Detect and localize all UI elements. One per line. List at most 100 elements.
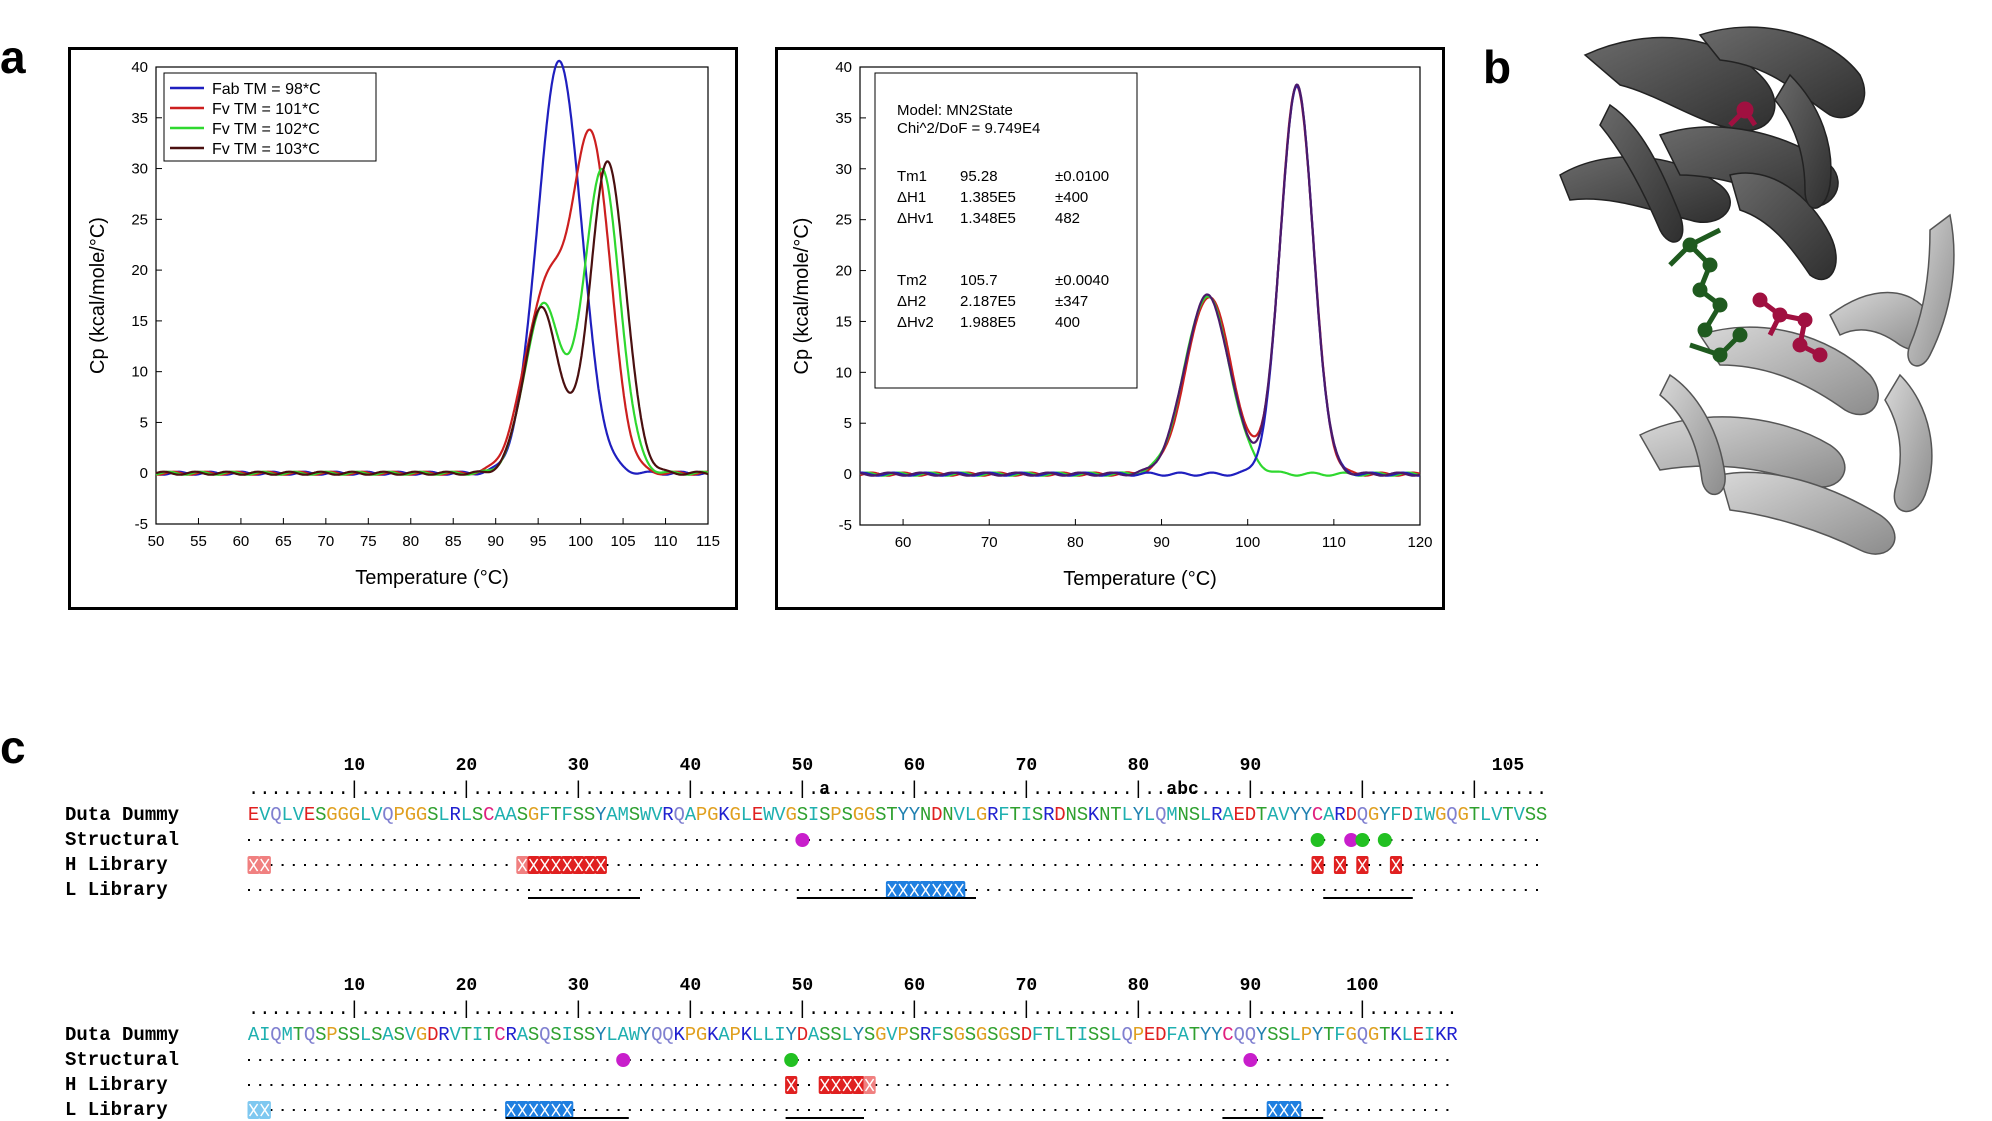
residue: C bbox=[1222, 1024, 1233, 1046]
residue: Y bbox=[909, 804, 921, 826]
residue: Y bbox=[595, 1024, 607, 1046]
y-tick-label: 15 bbox=[835, 313, 852, 330]
residue: R bbox=[920, 1024, 931, 1046]
x-tick-label: 90 bbox=[1153, 534, 1170, 551]
position-number: 90 bbox=[1240, 756, 1262, 776]
structural-mark bbox=[1355, 833, 1370, 847]
track-label: Duta Dummy bbox=[65, 1024, 180, 1046]
library-mark-x bbox=[920, 883, 931, 897]
y-tick-label: 35 bbox=[835, 110, 852, 127]
x-tick-label: 50 bbox=[148, 533, 165, 550]
x-tick-label: 60 bbox=[233, 533, 250, 550]
residue: Y bbox=[1200, 1024, 1212, 1046]
residue: A bbox=[1222, 804, 1234, 826]
residue: V bbox=[1278, 804, 1290, 826]
residue: L bbox=[763, 1024, 774, 1046]
residue: L bbox=[1401, 1024, 1412, 1046]
residue: G bbox=[953, 1024, 964, 1046]
position-number: 80 bbox=[1128, 756, 1150, 776]
residue: Q bbox=[1245, 1024, 1256, 1046]
residue: T bbox=[550, 804, 561, 826]
residue: P bbox=[897, 1024, 908, 1046]
fit-param-error: ±0.0100 bbox=[1055, 168, 1109, 185]
y-tick-label: 15 bbox=[131, 313, 148, 330]
residue: G bbox=[998, 1024, 1009, 1046]
y-tick-label: 5 bbox=[844, 415, 852, 432]
fit-param-error: ±347 bbox=[1055, 293, 1088, 310]
legend-entry: Fv TM = 102*C bbox=[212, 121, 320, 138]
protein-structure-image bbox=[1559, 26, 1955, 555]
residue: S bbox=[942, 1024, 953, 1046]
x-tick-label: 75 bbox=[360, 533, 377, 550]
position-number: 105 bbox=[1492, 756, 1524, 776]
x-tick-label: 70 bbox=[981, 534, 998, 551]
y-tick-label: 40 bbox=[835, 59, 852, 76]
residue: S bbox=[517, 804, 528, 826]
x-tick-label: 60 bbox=[895, 534, 912, 551]
residue: D bbox=[1345, 804, 1356, 826]
residue: L bbox=[461, 804, 472, 826]
track-label: L Library bbox=[65, 1099, 168, 1121]
residue: Y bbox=[1301, 804, 1313, 826]
x-tick-label: 100 bbox=[568, 533, 593, 550]
y-tick-label: 25 bbox=[835, 212, 852, 229]
residue: P bbox=[696, 804, 707, 826]
residue: R bbox=[987, 804, 998, 826]
fit-param-label: ΔH2 bbox=[897, 293, 926, 310]
residue: F bbox=[1166, 1024, 1177, 1046]
library-mark-x bbox=[528, 858, 539, 872]
x-tick-label: 105 bbox=[611, 533, 636, 550]
residue: G bbox=[864, 804, 875, 826]
residue: L bbox=[360, 1024, 371, 1046]
residue: R bbox=[1211, 804, 1222, 826]
residue: Y bbox=[1133, 804, 1145, 826]
library-mark-x bbox=[1357, 858, 1368, 872]
residue: S bbox=[1536, 804, 1547, 826]
residue: G bbox=[853, 804, 864, 826]
y-tick-label: 35 bbox=[131, 110, 148, 127]
residue: T bbox=[1110, 804, 1121, 826]
residue: Y bbox=[640, 1024, 652, 1046]
residue: V bbox=[651, 804, 663, 826]
position-number: 60 bbox=[904, 976, 926, 996]
residue: S bbox=[371, 1024, 382, 1046]
library-mark-x bbox=[517, 858, 528, 872]
residue: L bbox=[1144, 804, 1155, 826]
residue: S bbox=[1189, 804, 1200, 826]
y-tick-label: 5 bbox=[140, 414, 148, 431]
residue: V bbox=[774, 804, 786, 826]
residue: S bbox=[1088, 1024, 1099, 1046]
residue: P bbox=[685, 1024, 696, 1046]
residue: V bbox=[1491, 804, 1503, 826]
legend-entry: Fab TM = 98*C bbox=[212, 81, 321, 98]
track-label: H Library bbox=[65, 1074, 168, 1096]
residue: A bbox=[1267, 804, 1279, 826]
residue: S bbox=[797, 804, 808, 826]
residue: R bbox=[1043, 804, 1054, 826]
fit-param-value: 1.988E5 bbox=[960, 314, 1016, 331]
residue: P bbox=[830, 804, 841, 826]
residue: D bbox=[931, 804, 942, 826]
residue: S bbox=[830, 1024, 841, 1046]
series-line-3 bbox=[155, 160, 709, 476]
residue: V bbox=[371, 804, 383, 826]
fit-param-value: 1.348E5 bbox=[960, 210, 1016, 227]
residue: G bbox=[405, 804, 416, 826]
library-mark-x bbox=[1335, 858, 1345, 872]
residue: G bbox=[1457, 804, 1468, 826]
residue: D bbox=[427, 1024, 438, 1046]
residue: E bbox=[304, 804, 315, 826]
ruler: .........|.........|.........|.........|… bbox=[248, 1000, 1458, 1020]
residue: T bbox=[886, 804, 897, 826]
x-tick-label: 80 bbox=[1067, 534, 1084, 551]
residue: P bbox=[326, 1024, 337, 1046]
library-mark-x bbox=[932, 883, 942, 897]
sequence-alignment: 10 20 30 40 50 60 70 80 90 105 .........|.........… bbox=[65, 756, 1547, 1121]
position-number: 70 bbox=[1016, 756, 1038, 776]
library-mark-x bbox=[551, 1103, 561, 1117]
residue: L bbox=[1480, 804, 1491, 826]
residue: A bbox=[718, 1024, 730, 1046]
residue: A bbox=[517, 1024, 529, 1046]
position-number: 80 bbox=[1128, 976, 1150, 996]
library-mark-x bbox=[573, 858, 584, 872]
